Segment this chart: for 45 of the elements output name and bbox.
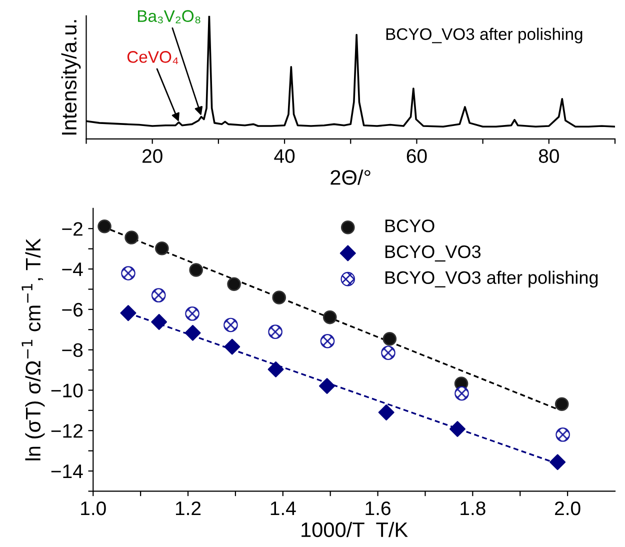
annotation: CeVO₄ — [127, 51, 178, 64]
x-tick-label: 1.4 — [270, 502, 296, 516]
y-axis-title: ln (σT) σ/Ω$^{−1}$ cm$^{−1}$, T/K — [22, 238, 45, 460]
point — [450, 421, 466, 437]
x-tick-label: 2.0 — [555, 501, 580, 516]
y-tick-label: −2 — [62, 222, 82, 236]
point — [224, 338, 240, 355]
y-tick-label: −10 — [51, 384, 83, 398]
point — [98, 219, 112, 234]
legend-label: BCYO — [385, 219, 434, 232]
x-tick-label: 1.6 — [366, 501, 390, 516]
x-tick-label: 1.0 — [81, 501, 106, 516]
x-tick-label: 80 — [538, 149, 559, 163]
point — [268, 361, 284, 378]
legend-label: BCYO_VO3 after polishing — [385, 270, 598, 288]
x-tick-label: 20 — [142, 149, 162, 163]
point — [550, 454, 566, 470]
x-tick-label: 40 — [274, 149, 295, 163]
annotation: Ba₃V₂O₈ — [138, 10, 200, 24]
x-tick-label: 60 — [406, 149, 427, 163]
point — [151, 314, 168, 330]
y-axis-title: Intensity/a.u. — [61, 20, 81, 135]
point — [124, 230, 138, 244]
point — [227, 277, 241, 292]
x-tick-label: 1.2 — [176, 501, 201, 516]
y-tick-label: −12 — [51, 424, 82, 438]
point — [322, 310, 337, 324]
y-tick-label: −6 — [62, 302, 83, 317]
point — [272, 290, 286, 304]
point — [155, 241, 169, 256]
y-tick-label: −4 — [62, 262, 83, 276]
point — [120, 305, 136, 322]
annotation: BCYO_VO3 after polishing — [386, 28, 582, 44]
point — [319, 378, 335, 394]
point — [189, 263, 203, 277]
point — [382, 332, 397, 346]
x-tick-label: 1.8 — [460, 501, 486, 516]
x-axis-title: 1000/T T/K — [302, 522, 408, 538]
x-axis-title: 2Θ/° — [330, 170, 370, 185]
point — [554, 397, 569, 412]
y-tick-label: −14 — [51, 464, 83, 478]
y-tick-label: −8 — [62, 343, 83, 358]
point — [378, 404, 394, 420]
legend-label: BCYO_VO3 — [385, 245, 481, 262]
point — [184, 324, 201, 341]
